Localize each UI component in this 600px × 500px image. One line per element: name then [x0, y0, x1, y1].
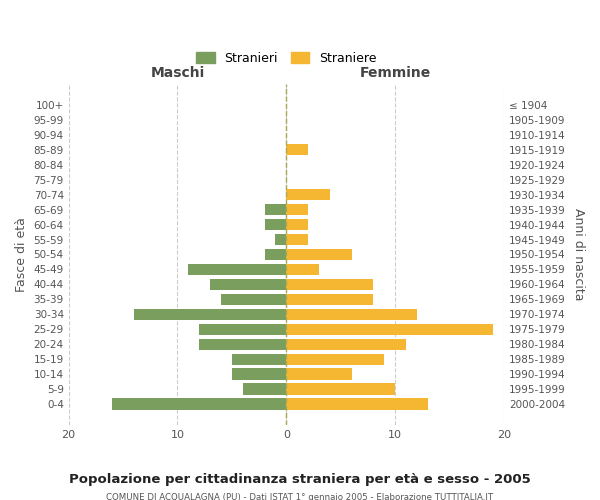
Bar: [286, 398, 428, 409]
Bar: [265, 219, 286, 230]
Bar: [286, 324, 493, 335]
Bar: [286, 294, 373, 305]
Text: Popolazione per cittadinanza straniera per età e sesso - 2005: Popolazione per cittadinanza straniera p…: [69, 472, 531, 486]
Bar: [232, 354, 286, 365]
Bar: [188, 264, 286, 275]
Bar: [134, 308, 286, 320]
Text: Femmine: Femmine: [359, 66, 431, 80]
Bar: [286, 354, 384, 365]
Bar: [286, 189, 330, 200]
Bar: [286, 264, 319, 275]
Bar: [112, 398, 286, 409]
Bar: [232, 368, 286, 380]
Bar: [210, 279, 286, 290]
Bar: [286, 384, 395, 394]
Bar: [275, 234, 286, 245]
Bar: [286, 249, 352, 260]
Y-axis label: Fasce di età: Fasce di età: [15, 217, 28, 292]
Bar: [243, 384, 286, 394]
Bar: [199, 338, 286, 350]
Bar: [286, 338, 406, 350]
Bar: [286, 368, 352, 380]
Bar: [286, 234, 308, 245]
Text: Maschi: Maschi: [151, 66, 205, 80]
Bar: [286, 204, 308, 215]
Bar: [265, 204, 286, 215]
Y-axis label: Anni di nascita: Anni di nascita: [572, 208, 585, 300]
Legend: Stranieri, Straniere: Stranieri, Straniere: [190, 46, 383, 71]
Bar: [286, 144, 308, 156]
Text: COMUNE DI ACQUALAGNA (PU) - Dati ISTAT 1° gennaio 2005 - Elaborazione TUTTITALIA: COMUNE DI ACQUALAGNA (PU) - Dati ISTAT 1…: [106, 492, 494, 500]
Bar: [265, 249, 286, 260]
Bar: [199, 324, 286, 335]
Bar: [286, 308, 417, 320]
Bar: [286, 219, 308, 230]
Bar: [286, 279, 373, 290]
Bar: [221, 294, 286, 305]
